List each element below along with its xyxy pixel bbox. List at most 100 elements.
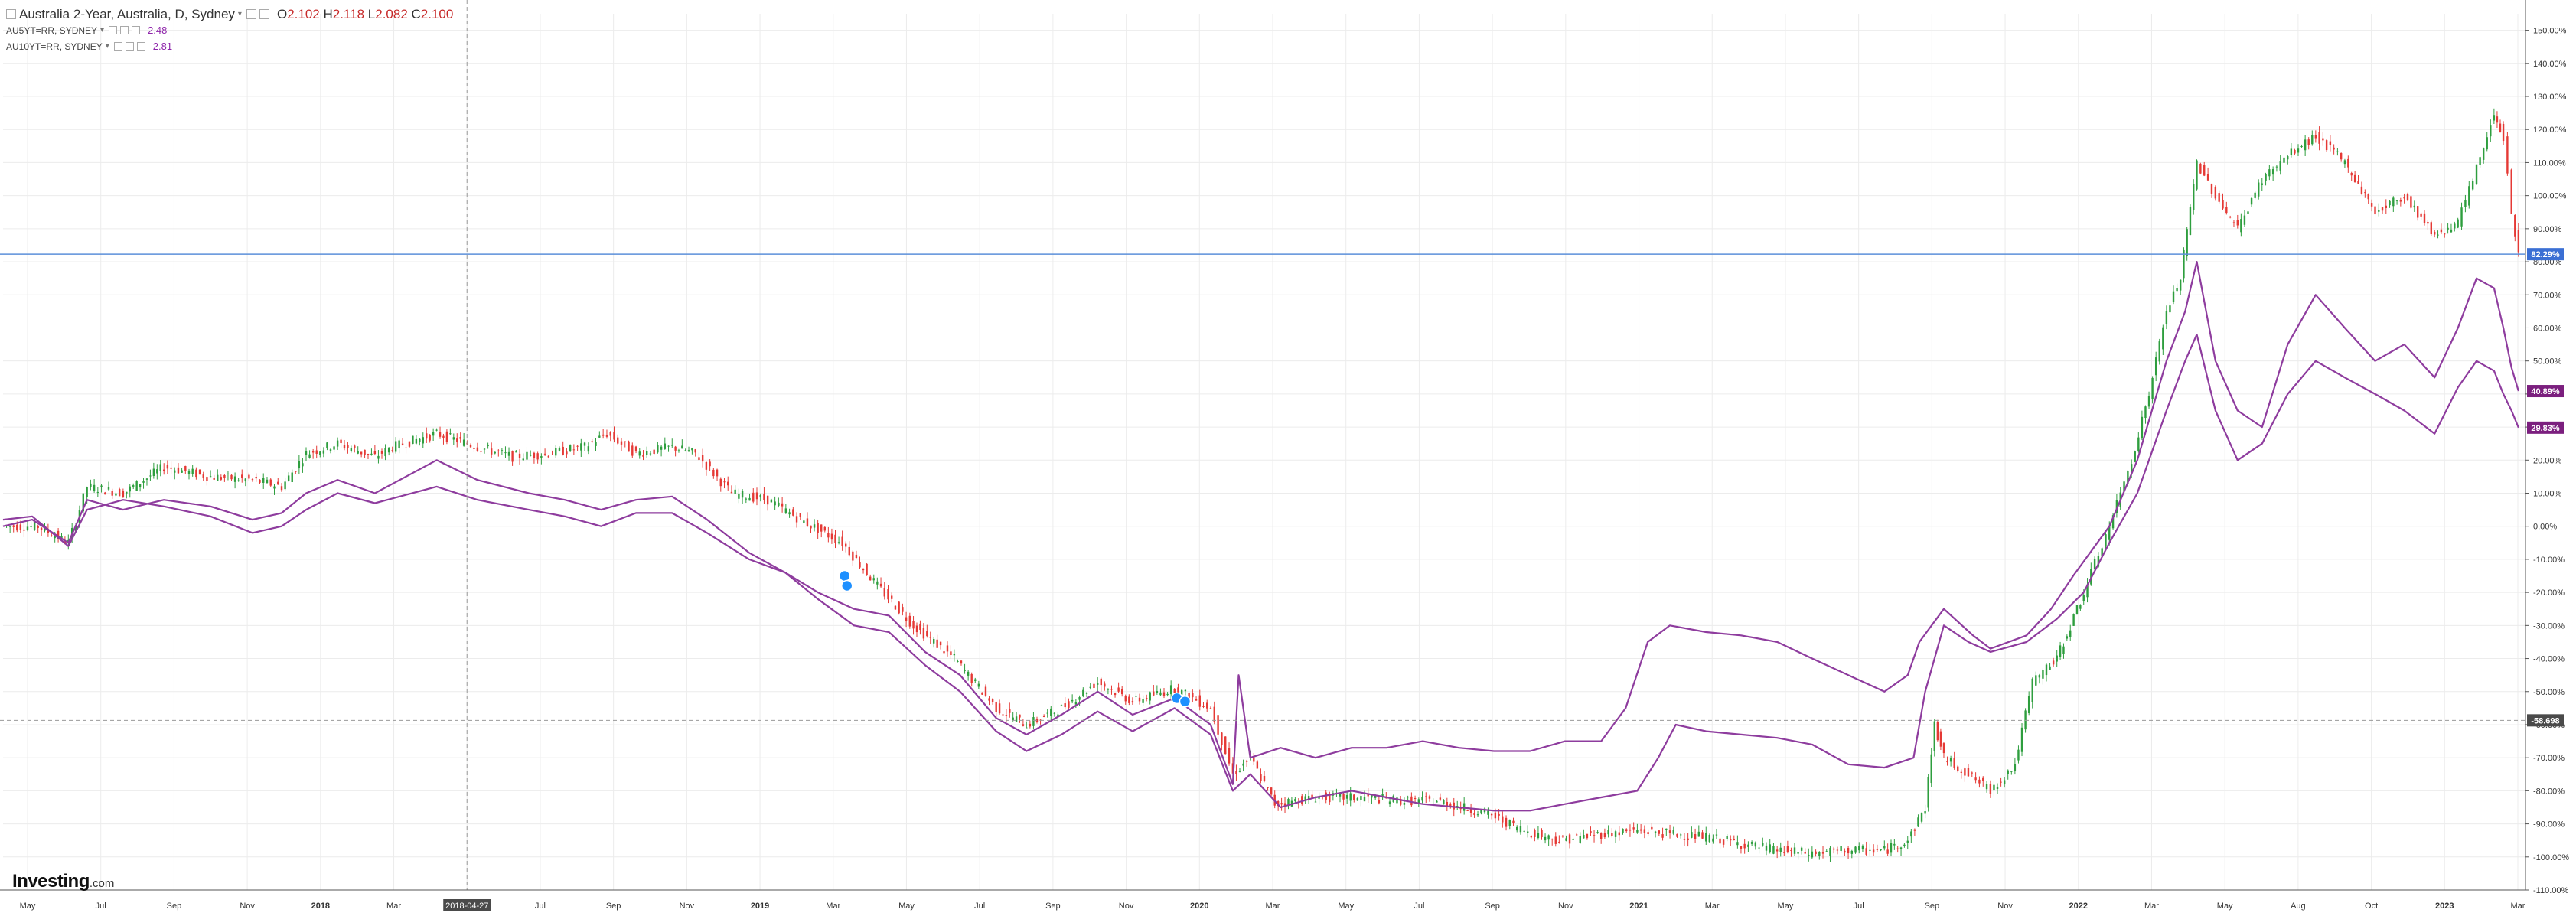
candle-body <box>2430 222 2432 235</box>
candle-body <box>1680 834 1682 836</box>
candle-body <box>202 474 204 478</box>
remove-series-toggle[interactable] <box>136 42 145 51</box>
visibility-toggle[interactable] <box>246 9 256 19</box>
candle-body <box>738 494 740 499</box>
candle-body <box>1730 839 1732 841</box>
candle-body <box>100 485 103 487</box>
candle-body <box>1622 828 1624 833</box>
remove-series-toggle[interactable] <box>132 26 141 34</box>
candle-body <box>1490 813 1493 816</box>
candle-body <box>1449 804 1452 806</box>
investing-logo[interactable]: Investing.com <box>12 871 114 892</box>
logo-brand: Investing <box>12 871 90 892</box>
candle-body <box>1339 793 1342 797</box>
candle-body <box>995 702 997 712</box>
candle-body <box>1192 693 1194 698</box>
visibility-toggle[interactable] <box>109 26 118 34</box>
candle-body <box>2385 205 2387 208</box>
y-tick-label: 100.00% <box>2533 192 2567 201</box>
candle-body <box>2482 148 2485 160</box>
x-tick-label: Mar <box>826 901 840 911</box>
candle-body <box>540 455 543 458</box>
candle-body <box>126 491 128 494</box>
candle-body <box>748 497 751 501</box>
candle-body <box>1512 820 1515 823</box>
candle-body <box>244 478 247 482</box>
candle-body <box>1078 697 1081 700</box>
candle-body <box>1283 803 1286 807</box>
chevron-down-icon[interactable]: ▾ <box>237 10 242 18</box>
candle-body <box>580 443 582 451</box>
candle-body <box>905 617 908 621</box>
value-badge <box>2527 385 2564 398</box>
candle-body <box>1883 846 1886 849</box>
event-marker-icon <box>1179 695 1192 708</box>
candle-body <box>1593 835 1596 836</box>
candle-body <box>770 499 773 503</box>
candle-body <box>583 442 586 446</box>
candle-body <box>1687 838 1689 840</box>
settings-toggle[interactable] <box>120 26 129 34</box>
candle-body <box>266 479 269 484</box>
collapse-toggle[interactable] <box>6 9 16 19</box>
candle-body <box>2199 163 2202 174</box>
candle-body <box>37 526 39 528</box>
candle-body <box>602 434 605 436</box>
candle-body <box>1345 794 1348 799</box>
candle-body <box>1145 698 1148 699</box>
candle-body <box>2130 464 2133 474</box>
candle-body <box>2247 211 2249 214</box>
candle-body <box>1502 816 1504 823</box>
x-tick-label: Jul <box>96 901 106 911</box>
candle-body <box>823 526 826 531</box>
legend-series-row[interactable]: AU10YT=RR, SYDNEY ▾ 2.81 <box>6 38 453 54</box>
candle-body <box>1793 847 1796 854</box>
candle-body <box>269 479 272 486</box>
legend-series-row[interactable]: AU5YT=RR, SYDNEY ▾ 2.48 <box>6 22 453 38</box>
candle-body <box>1311 794 1313 798</box>
candle-body <box>1417 799 1420 804</box>
x-axis[interactable]: May Jul Sep Nov 2018 Mar 2018-04-27 Jul Sep Nov 20… <box>0 889 2525 911</box>
candle-body <box>705 461 708 470</box>
candle-body <box>1996 787 1999 790</box>
low-value: 2.082 <box>375 6 408 21</box>
candle-body <box>2059 645 2062 657</box>
candle-body <box>2389 200 2391 206</box>
visibility-toggle[interactable] <box>113 42 122 51</box>
candle-body <box>1198 695 1201 707</box>
y-axis[interactable]: 150.00% 140.00% 130.00% 120.00% 110.00% 100.0… <box>2525 0 2569 895</box>
candle-body <box>2490 125 2492 137</box>
candle-body <box>908 615 911 627</box>
candle-body <box>2258 182 2260 197</box>
candle-body <box>869 576 872 581</box>
candle-body <box>2172 291 2175 302</box>
candle-body <box>2506 136 2509 174</box>
candle-body <box>2193 184 2195 210</box>
candle-body <box>634 446 637 451</box>
candle-body <box>459 437 461 439</box>
candle-body <box>277 481 279 485</box>
candle-body <box>774 501 776 506</box>
candle-body <box>841 536 843 546</box>
candle-body <box>1715 834 1718 836</box>
legend-main-row[interactable]: Australia 2-Year, Australia, D, Sydney ▾… <box>6 6 453 22</box>
candle-body <box>1632 827 1635 830</box>
candle-body <box>2123 481 2125 491</box>
settings-toggle[interactable] <box>125 42 134 51</box>
chevron-down-icon[interactable]: ▾ <box>100 26 105 34</box>
chevron-down-icon[interactable]: ▾ <box>105 42 109 51</box>
candle-body <box>1924 811 1926 814</box>
candle-body <box>2340 153 2343 160</box>
settings-toggle[interactable] <box>259 9 269 19</box>
candle-body <box>1029 723 1032 727</box>
y-tick-label: -110.00% <box>2533 886 2568 895</box>
x-tick-label: Oct <box>2365 901 2378 911</box>
candle-body <box>129 486 131 492</box>
candle-body <box>2347 158 2349 168</box>
candle-body <box>435 429 438 431</box>
candle-body <box>122 491 125 497</box>
candle-body <box>429 435 431 441</box>
candle-body <box>1547 835 1550 840</box>
